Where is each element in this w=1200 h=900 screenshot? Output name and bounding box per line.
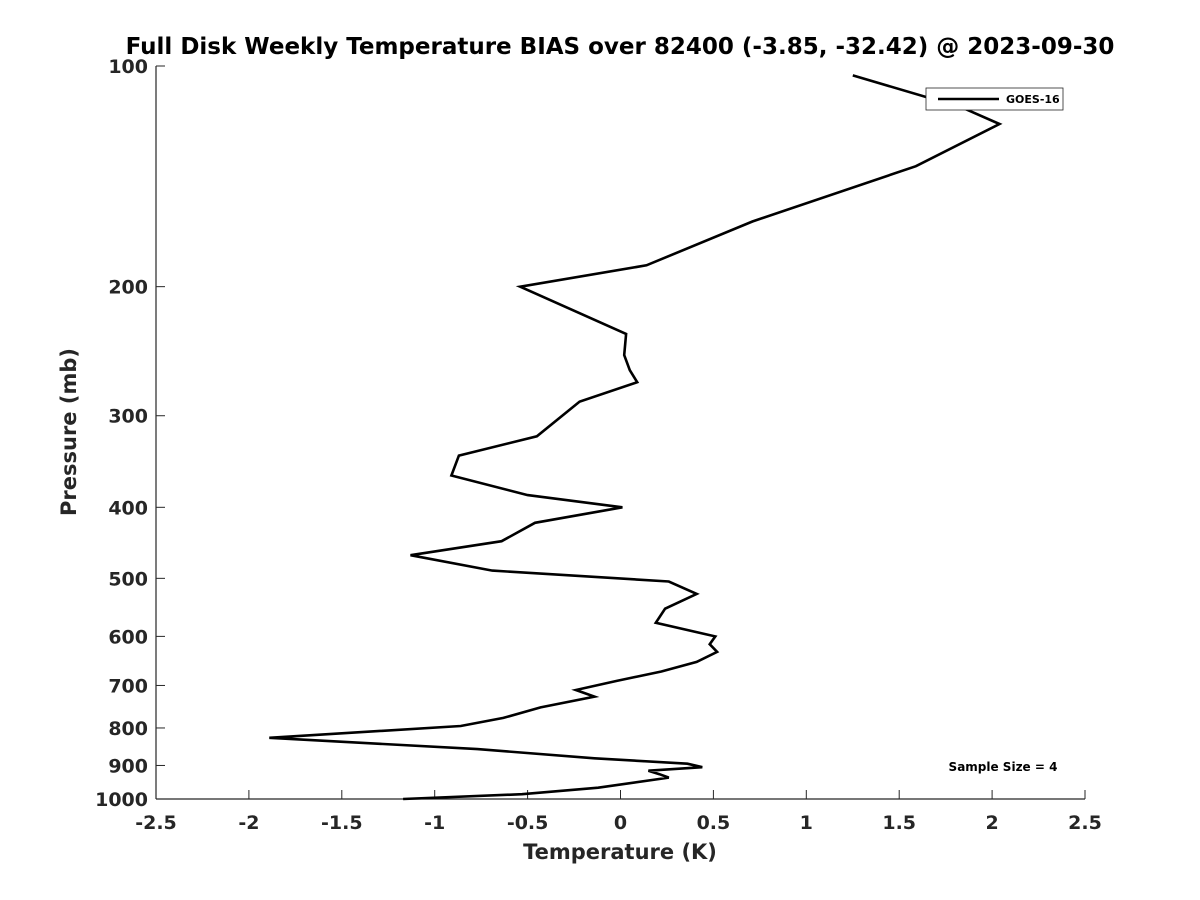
- y-tick-label: 600: [108, 626, 148, 648]
- series-line-goes-16: [269, 74, 1003, 801]
- y-tick-label: 400: [108, 497, 148, 519]
- x-tick-label: 1.5: [882, 812, 916, 834]
- legend-label-goes-16: GOES-16: [1006, 93, 1060, 106]
- x-tick-label: -2.5: [135, 812, 177, 834]
- x-tick-label: 2: [985, 812, 998, 834]
- y-tick-label: 800: [108, 718, 148, 740]
- x-tick-label: 1: [800, 812, 813, 834]
- sample-size-annotation: Sample Size = 4: [949, 760, 1058, 774]
- y-tick-label: 200: [108, 277, 148, 299]
- x-tick-label: -1: [424, 812, 445, 834]
- plot-area: -2.5 -2 -1.5 -1 -0.5 0 0.5 1 1.5 2 2.5 100 200 300 40…: [95, 56, 1102, 834]
- x-tick-label: 2.5: [1068, 812, 1102, 834]
- x-tick-label: -2: [238, 812, 259, 834]
- x-axis-label: Temperature (K): [523, 840, 717, 864]
- y-tick-label: 100: [108, 56, 148, 78]
- x-tick-label: -1.5: [321, 812, 363, 834]
- x-axis-ticks: -2.5 -2 -1.5 -1 -0.5 0 0.5 1 1.5 2 2.5: [135, 790, 1102, 834]
- x-tick-label: 0.5: [697, 812, 731, 834]
- y-tick-label: 900: [108, 755, 148, 777]
- y-tick-label: 500: [108, 568, 148, 590]
- x-tick-label: 0: [614, 812, 627, 834]
- y-tick-label: 1000: [95, 789, 148, 811]
- y-tick-label: 300: [108, 406, 148, 428]
- y-tick-label: 700: [108, 675, 148, 697]
- y-axis-label: Pressure (mb): [57, 348, 81, 516]
- y-axis-ticks: 100 200 300 400 500 600 700 800 900 1000: [95, 56, 165, 811]
- series-layer: [269, 74, 1003, 801]
- legend: GOES-16: [925, 87, 1064, 111]
- chart-title: Full Disk Weekly Temperature BIAS over 8…: [126, 34, 1115, 60]
- x-tick-label: -0.5: [507, 812, 549, 834]
